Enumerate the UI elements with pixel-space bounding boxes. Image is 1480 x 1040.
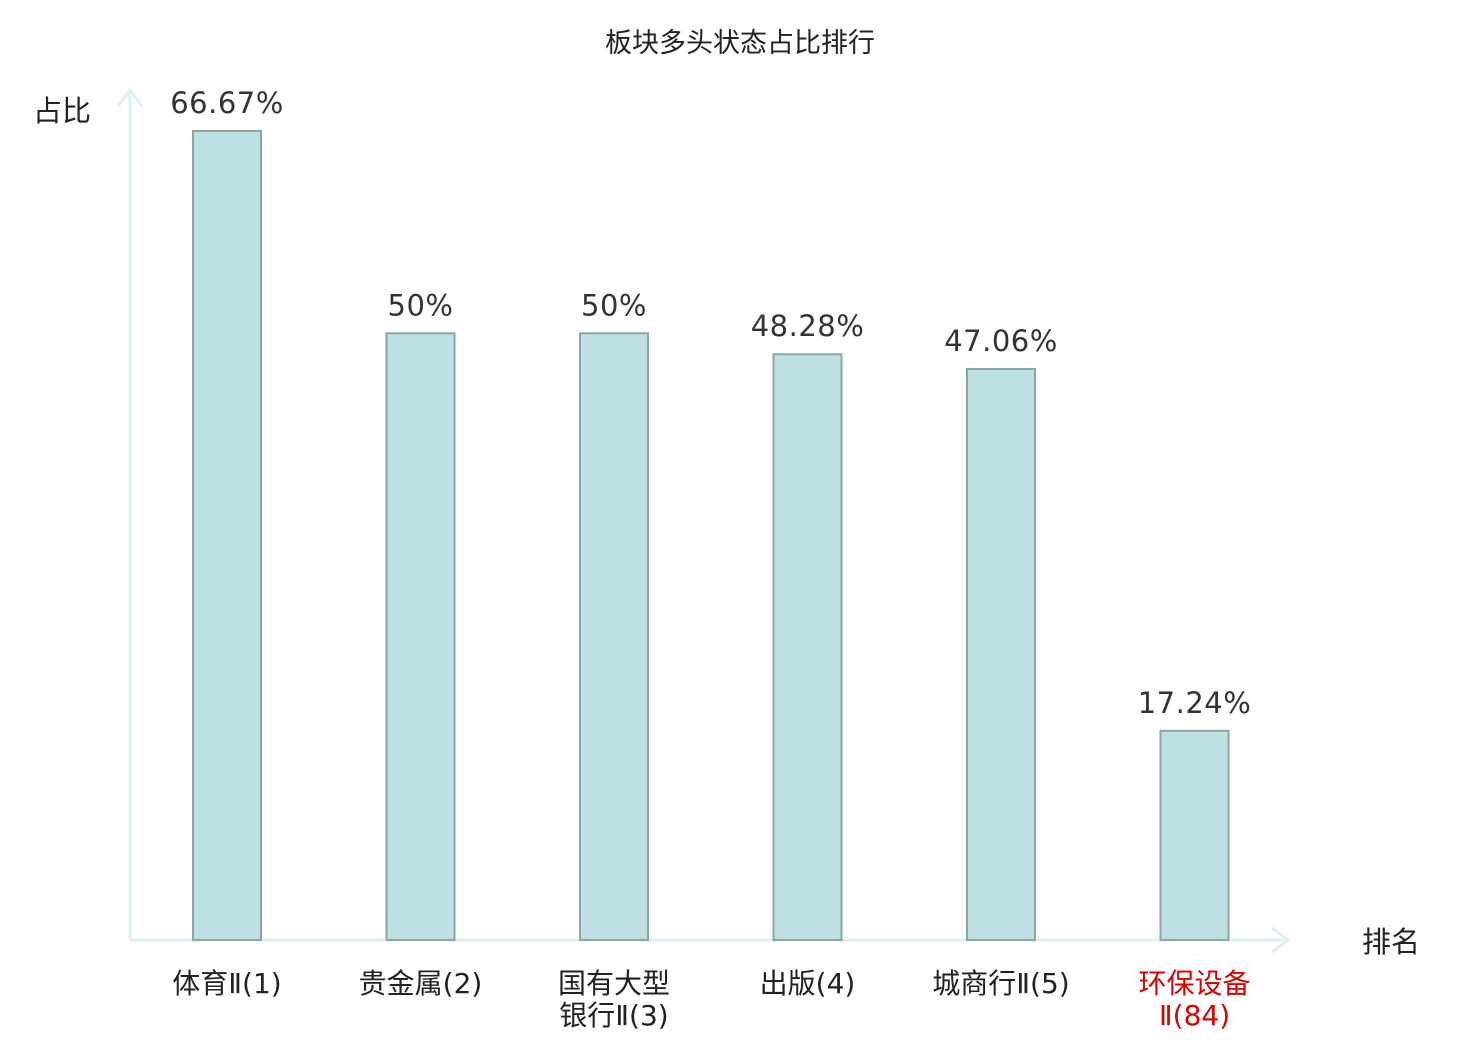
category-label-5: 城商行Ⅱ(5) — [932, 967, 1069, 1000]
bar-4 — [772, 353, 843, 941]
category-label-2: 贵金属(2) — [359, 967, 483, 1000]
x-axis-title: 排名 — [1362, 925, 1420, 959]
bar-5 — [966, 368, 1036, 941]
bar-3 — [579, 332, 649, 941]
category-label-4: 出版(4) — [760, 967, 856, 1000]
chart-title: 板块多头状态占比排行 — [605, 28, 875, 59]
value-label-1: 66.67% — [170, 86, 284, 120]
category-label-3-line-1: 国有大型 — [558, 967, 670, 1000]
value-label-3: 50% — [581, 288, 647, 322]
bar-6 — [1159, 729, 1230, 941]
value-label-2: 50% — [388, 288, 454, 322]
bar-2 — [385, 332, 456, 941]
y-axis-arrow-icon — [116, 87, 144, 107]
value-label-5: 47.06% — [944, 324, 1058, 358]
value-labels-group: 66.67% 50% 50% 48.28% 47.06% 17.24% — [170, 86, 1251, 720]
axes — [116, 87, 1291, 954]
y-axis-title: 占比 — [33, 94, 91, 128]
category-label-3-line-2: 银行Ⅱ(3) — [559, 999, 668, 1032]
category-label-1: 体育Ⅱ(1) — [172, 967, 281, 1000]
category-label-6-line-2: Ⅱ(84) — [1159, 999, 1230, 1032]
bar-1 — [192, 130, 262, 941]
bars-group — [192, 130, 1230, 941]
value-label-6: 17.24% — [1138, 686, 1252, 720]
value-label-4: 48.28% — [751, 309, 865, 343]
x-axis-arrow-icon — [1271, 926, 1291, 954]
category-label-6-line-1: 环保设备 — [1138, 967, 1250, 1000]
